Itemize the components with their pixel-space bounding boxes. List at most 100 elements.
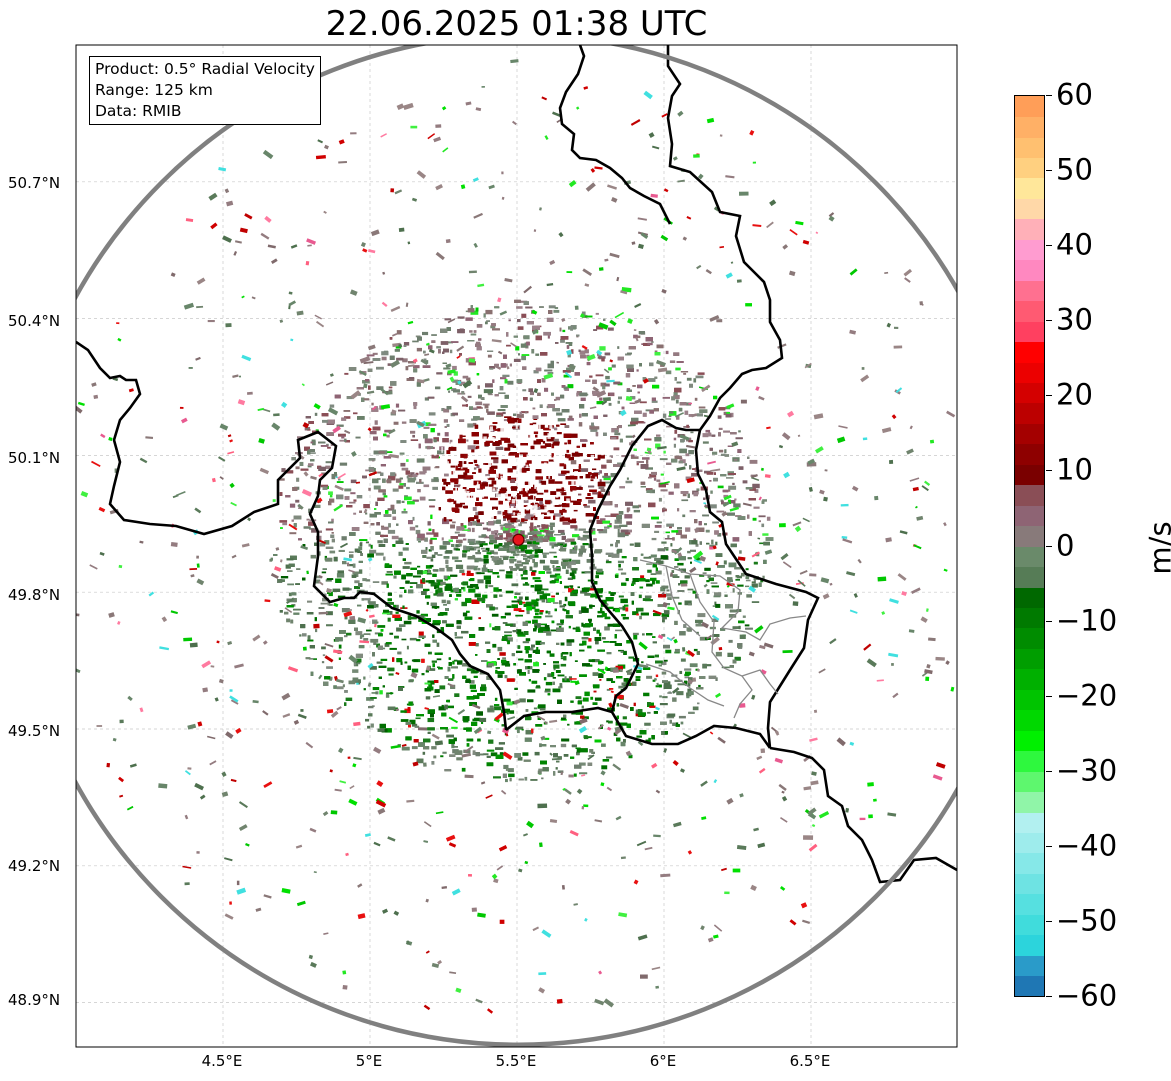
echo-cell xyxy=(533,565,538,568)
echo-cell xyxy=(686,692,692,697)
echo-cell xyxy=(519,411,522,415)
echo-cell xyxy=(329,498,335,503)
echo-cell xyxy=(585,497,594,500)
echo-cell xyxy=(717,415,722,419)
echo-cell xyxy=(594,697,602,701)
echo-cell xyxy=(669,360,676,363)
echo-cell xyxy=(566,454,571,459)
echo-cell xyxy=(355,436,361,439)
echo-cell xyxy=(485,383,493,388)
echo-cell xyxy=(667,535,670,539)
echo-cell xyxy=(390,692,393,695)
echo-cell xyxy=(466,668,475,672)
echo-cell xyxy=(728,639,733,643)
echo-cell xyxy=(661,541,667,544)
echo-cell xyxy=(502,411,506,415)
echo-cell xyxy=(329,550,336,554)
echo-cell xyxy=(643,342,651,346)
echo-cell xyxy=(728,485,737,490)
echo-cell xyxy=(717,485,724,489)
echo-cell xyxy=(439,685,446,690)
echo-cell xyxy=(477,417,484,421)
echo-cell xyxy=(516,550,521,553)
echo-cell xyxy=(739,550,742,554)
echo-cell xyxy=(599,470,602,474)
echo-cell xyxy=(432,529,435,534)
echo-cell xyxy=(534,751,540,756)
echo-cell xyxy=(632,505,639,509)
echo-cell xyxy=(670,543,673,547)
echo-cell xyxy=(560,543,563,548)
echo-cell xyxy=(564,676,567,681)
echo-cell xyxy=(353,412,358,415)
echo-cell xyxy=(466,696,475,700)
echo-cell xyxy=(597,611,605,614)
echo-cell xyxy=(567,723,570,726)
echo-cell xyxy=(690,549,696,552)
echo-cell xyxy=(649,473,657,478)
echo-cell xyxy=(751,601,760,603)
echo-cell xyxy=(396,500,401,504)
echo-cell xyxy=(517,599,522,603)
echo-cell xyxy=(431,554,436,558)
echo-cell xyxy=(686,377,692,381)
echo-cell xyxy=(697,372,705,375)
echo-cell xyxy=(387,617,391,622)
echo-cell xyxy=(341,417,347,421)
echo-cell xyxy=(560,743,567,748)
echo-cell xyxy=(374,420,378,425)
echo-cell xyxy=(505,590,514,594)
echo-cell xyxy=(675,722,679,726)
echo-cell xyxy=(370,638,379,643)
echo-cell xyxy=(671,458,678,463)
echo-cell xyxy=(409,719,416,725)
echo-cell xyxy=(444,432,449,437)
echo-cell xyxy=(626,477,629,480)
echo-cell xyxy=(611,364,616,368)
echo-cell xyxy=(337,595,346,599)
echo-cell xyxy=(562,559,567,563)
echo-cell xyxy=(411,746,418,750)
echo-cell xyxy=(466,585,473,588)
echo-cell xyxy=(362,578,367,582)
echo-cell xyxy=(687,588,694,591)
echo-cell xyxy=(391,535,399,540)
echo-cell xyxy=(392,488,399,492)
echo-cell xyxy=(466,570,471,574)
echo-cell xyxy=(381,356,387,361)
echo-cell xyxy=(709,504,717,509)
echo-cell xyxy=(353,663,357,666)
echo-cell xyxy=(533,484,536,489)
echo-cell xyxy=(387,529,396,534)
echo-cell xyxy=(477,385,480,389)
echo-cell xyxy=(728,614,737,618)
echo-cell xyxy=(449,439,453,444)
echo-cell xyxy=(632,611,639,616)
echo-cell xyxy=(504,440,511,443)
echo-cell xyxy=(522,641,530,644)
echo-cell xyxy=(624,514,633,519)
echo-cell xyxy=(715,603,721,608)
echo-cell xyxy=(515,418,520,420)
echo-cell xyxy=(508,453,515,456)
echo-cell xyxy=(665,649,672,654)
echo-cell xyxy=(353,499,357,502)
echo-cell xyxy=(356,495,363,499)
echo-cell xyxy=(413,405,417,410)
echo-cell xyxy=(341,608,350,613)
echo-cell xyxy=(699,636,708,641)
echo-cell xyxy=(443,575,450,580)
echo-cell xyxy=(488,393,493,396)
echo-cell xyxy=(387,508,395,511)
echo-cell xyxy=(489,366,496,369)
echo-cell xyxy=(395,403,400,408)
echo-cell xyxy=(551,444,555,449)
echo-cell xyxy=(534,622,537,628)
echo-cell xyxy=(415,529,421,535)
echo-cell xyxy=(467,340,475,342)
echo-cell xyxy=(557,542,565,546)
echo-cell xyxy=(673,443,676,448)
echo-cell xyxy=(642,633,645,636)
echo-cell xyxy=(655,685,660,688)
echo-cell xyxy=(401,638,407,641)
